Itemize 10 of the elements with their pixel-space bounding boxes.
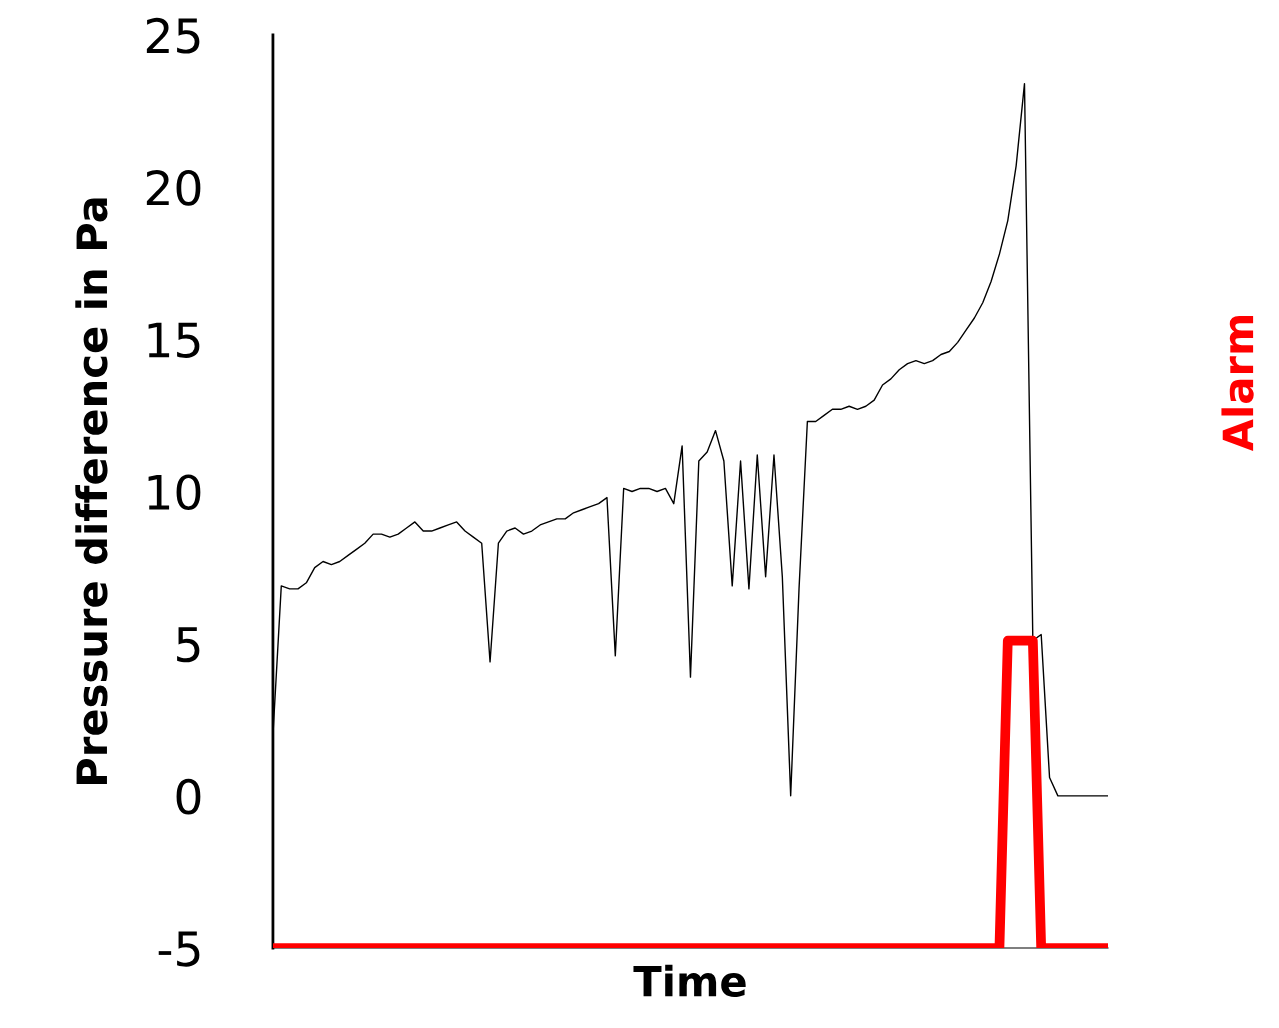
y-tick-label: 20 [146, 170, 201, 206]
y-tick-label: 10 [148, 474, 201, 511]
y-tick-label: -5 [158, 931, 200, 967]
y-tick-label: 25 [146, 17, 200, 54]
y-tick-label: 0 [176, 778, 201, 815]
y-axis-title: Pressure difference in Pa [75, 198, 108, 784]
x-axis-title: Time [633, 964, 746, 997]
y-tick-label: 5 [177, 627, 200, 663]
text: Alarm [1221, 315, 1254, 452]
y-tick-label: 15 [148, 322, 200, 358]
